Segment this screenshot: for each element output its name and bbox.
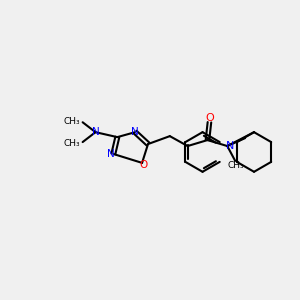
Text: N: N bbox=[107, 149, 115, 159]
Text: N: N bbox=[226, 141, 234, 151]
Text: O: O bbox=[139, 160, 147, 170]
Text: N: N bbox=[131, 127, 139, 137]
Text: CH₃: CH₃ bbox=[63, 139, 80, 148]
Text: CH₃: CH₃ bbox=[63, 117, 80, 126]
Text: O: O bbox=[205, 113, 214, 123]
Text: CH₃: CH₃ bbox=[228, 161, 244, 170]
Text: N: N bbox=[92, 127, 99, 137]
